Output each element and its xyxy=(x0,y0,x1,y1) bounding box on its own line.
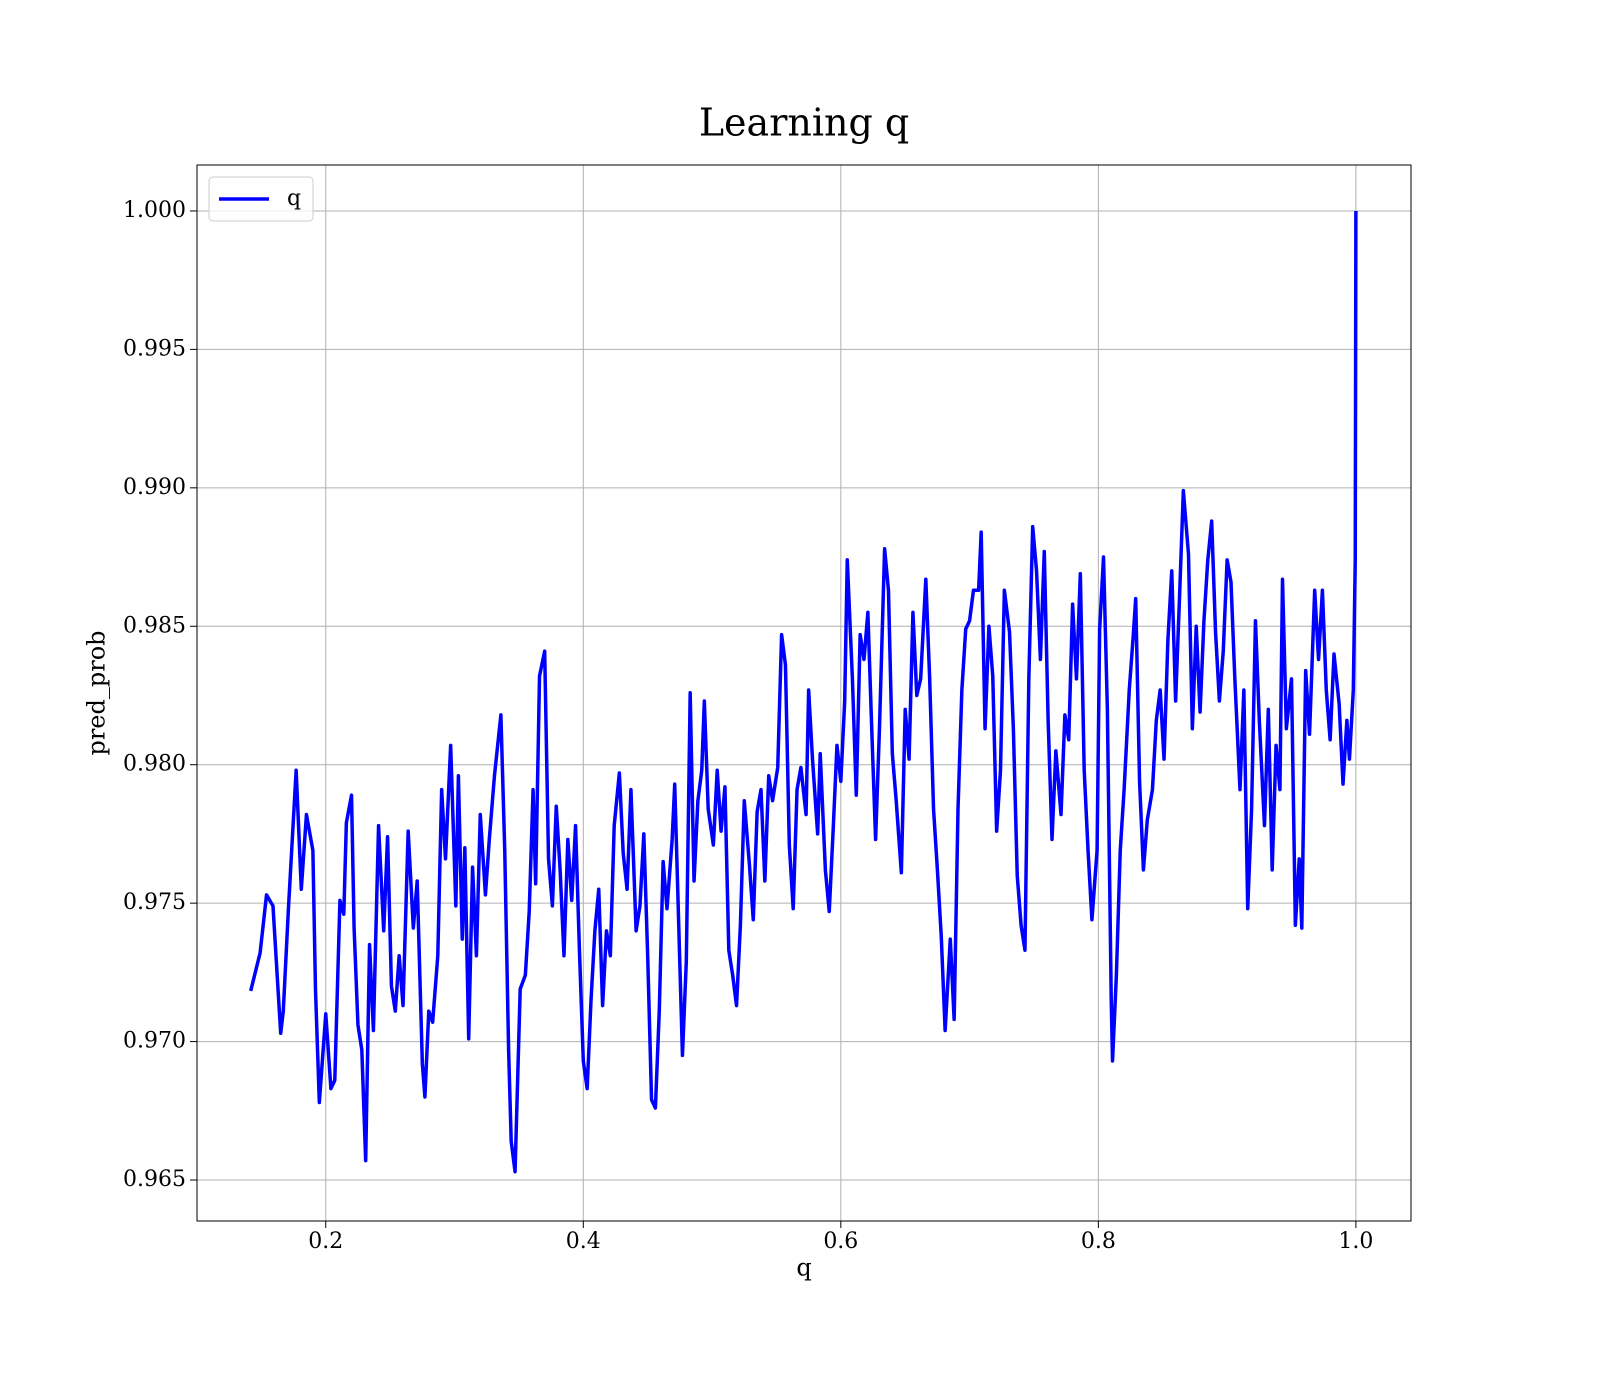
data-line xyxy=(248,210,1358,1174)
x-tick-label: 0.4 xyxy=(566,1229,601,1254)
legend-label: q xyxy=(287,186,301,211)
x-tick-label: 1.0 xyxy=(1338,1229,1373,1254)
x-tick-label: 0.2 xyxy=(308,1229,343,1254)
chart-title: Learning q xyxy=(699,101,909,145)
y-tick-label: 0.970 xyxy=(123,1029,186,1054)
y-tick-label: 0.965 xyxy=(123,1167,186,1192)
x-tick-label: 0.8 xyxy=(1081,1229,1116,1254)
y-tick-label: 1.000 xyxy=(123,198,186,223)
y-tick-label: 0.990 xyxy=(123,475,186,500)
y-tick-label: 0.985 xyxy=(123,613,186,638)
plot-frame xyxy=(196,164,1412,1222)
x-axis-label: q xyxy=(796,1254,811,1282)
y-tick-label: 0.980 xyxy=(123,752,186,777)
y-tick-label: 0.975 xyxy=(123,890,186,915)
x-tick-label: 0.6 xyxy=(823,1229,858,1254)
y-tick-label: 0.995 xyxy=(123,336,186,361)
y-axis-label: pred_prob xyxy=(83,630,111,755)
